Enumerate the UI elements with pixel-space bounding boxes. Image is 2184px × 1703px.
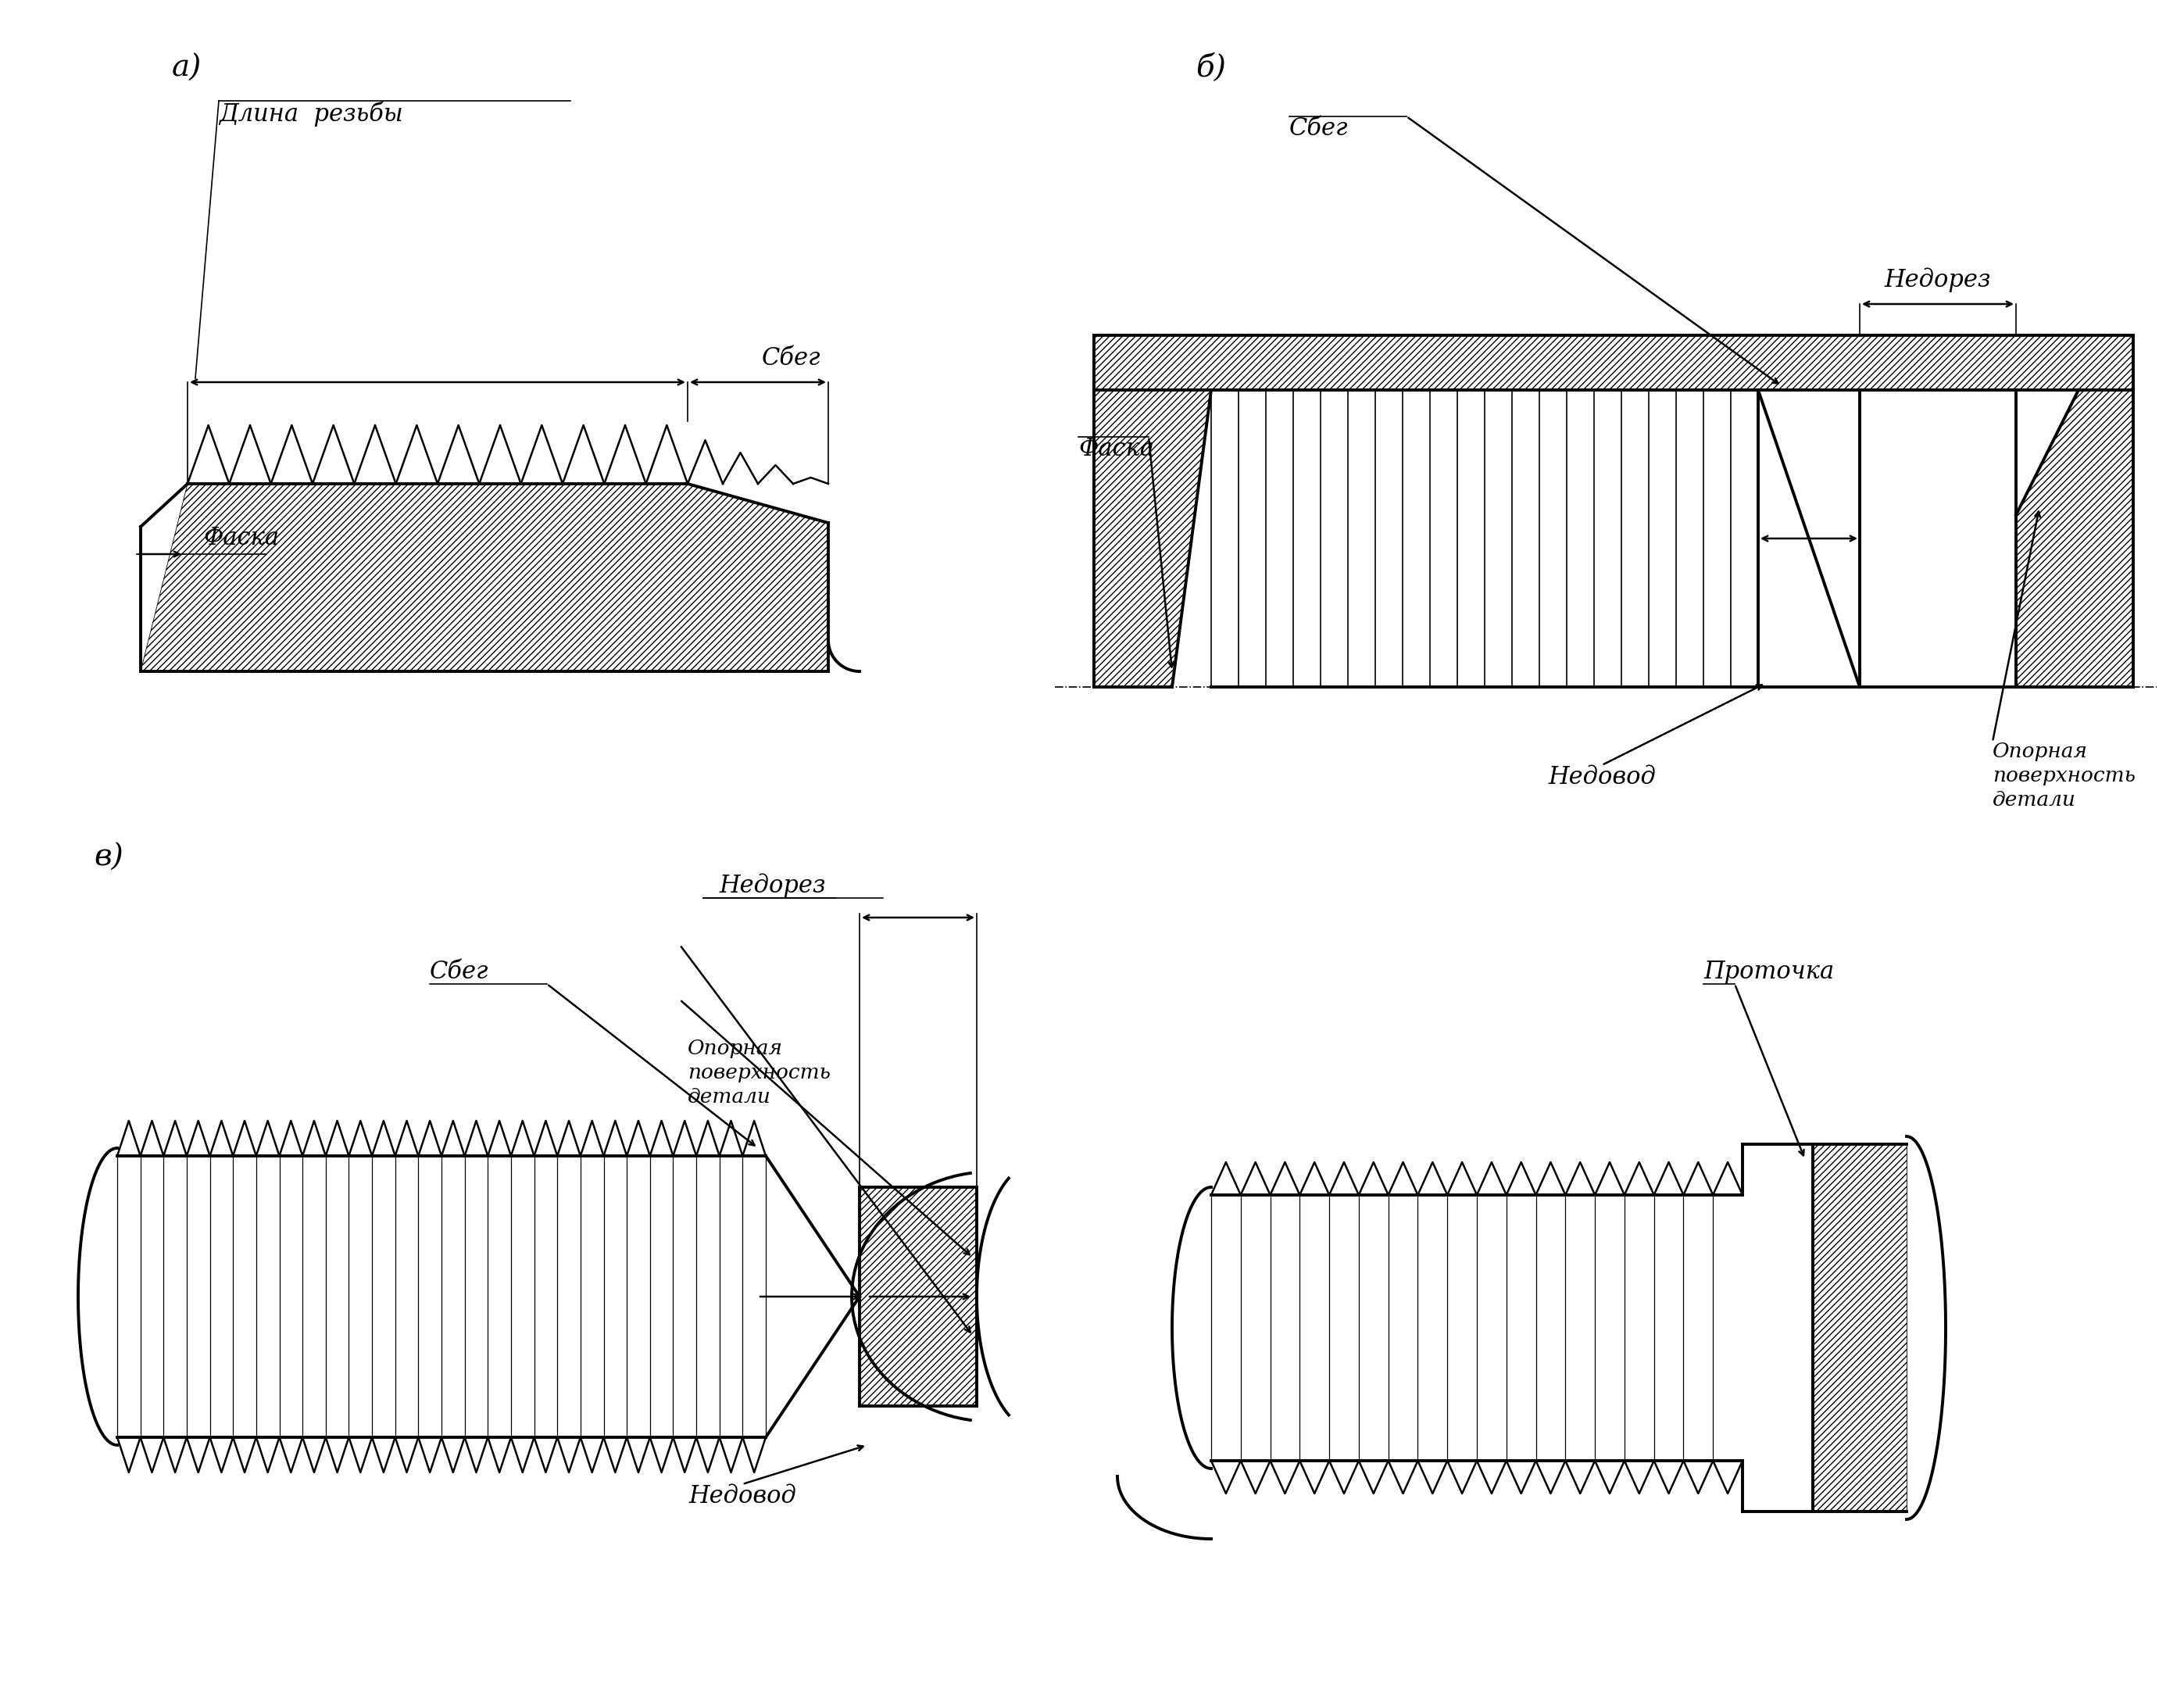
Polygon shape — [2016, 390, 2134, 686]
Text: а): а) — [173, 54, 201, 83]
Text: Сбег: Сбег — [762, 346, 821, 371]
Polygon shape — [1094, 390, 1212, 686]
Polygon shape — [1813, 1144, 1907, 1512]
Text: Длина  резьбы: Длина резьбы — [218, 100, 404, 126]
Polygon shape — [1094, 335, 2134, 390]
Text: Опорная
поверхность
детали: Опорная поверхность детали — [688, 1039, 830, 1107]
Text: Сбег: Сбег — [1289, 116, 1348, 141]
Polygon shape — [860, 1187, 976, 1407]
Text: Опорная
поверхность
детали: Опорная поверхность детали — [1992, 743, 2136, 809]
Text: Фаска: Фаска — [1079, 438, 1153, 462]
Text: Фаска: Фаска — [203, 526, 280, 550]
Text: Недовод: Недовод — [1548, 765, 1655, 790]
Text: в): в) — [94, 843, 122, 872]
Text: б): б) — [1195, 54, 1225, 83]
Text: Недорез: Недорез — [1885, 267, 1992, 293]
Text: Недорез: Недорез — [719, 874, 826, 897]
Text: Сбег: Сбег — [430, 960, 489, 984]
Text: Недовод: Недовод — [688, 1485, 797, 1509]
Polygon shape — [140, 484, 828, 671]
Text: Проточка: Проточка — [1704, 960, 1835, 984]
